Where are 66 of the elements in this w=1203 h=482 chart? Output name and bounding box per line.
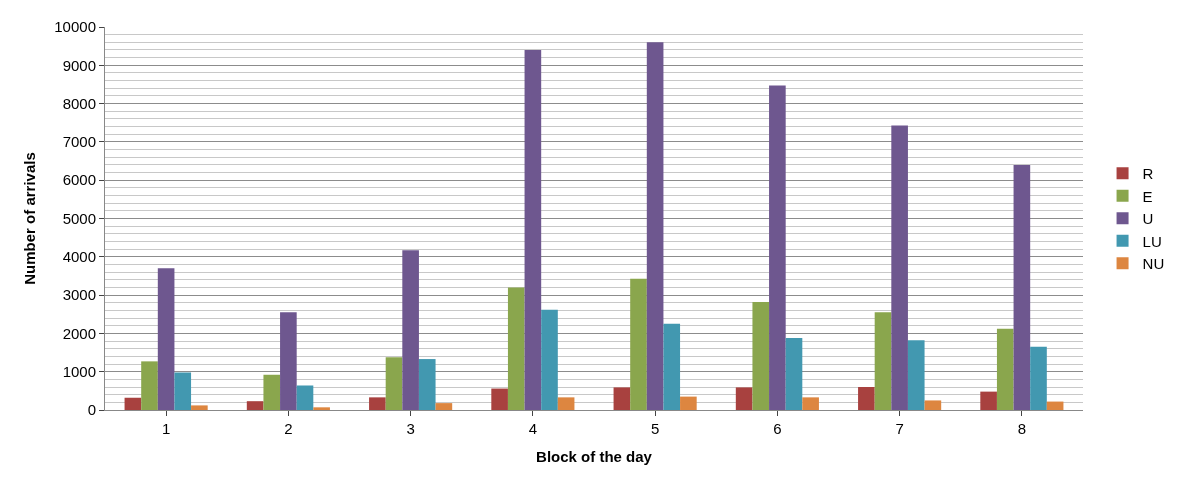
y-tick-label: 9000 <box>62 56 96 74</box>
bar <box>891 125 908 410</box>
bar <box>630 278 647 410</box>
x-tick-label: 2 <box>284 420 293 437</box>
bar <box>157 268 175 410</box>
bar <box>996 328 1014 410</box>
bar <box>124 397 142 410</box>
bar <box>174 372 192 410</box>
legend-label: NU <box>1142 255 1165 273</box>
legend-label: R <box>1142 165 1154 183</box>
bar <box>752 301 770 410</box>
bar <box>280 312 297 410</box>
bar <box>296 385 314 410</box>
bar <box>491 388 508 410</box>
bar <box>1046 401 1064 410</box>
bar <box>246 401 264 410</box>
bar <box>874 312 892 410</box>
bar <box>191 405 208 410</box>
bar <box>785 338 803 410</box>
y-tick-label: 5000 <box>62 209 96 227</box>
bar <box>263 374 281 410</box>
bar <box>369 397 386 410</box>
y-axis-title: Number of arrivals <box>20 152 38 285</box>
bar <box>663 323 681 410</box>
bar <box>141 361 158 410</box>
y-tick-label: 1000 <box>62 362 96 380</box>
x-tick-label: 6 <box>773 420 782 437</box>
bar <box>557 397 575 410</box>
bar <box>769 85 786 410</box>
x-tick-label: 3 <box>406 420 415 437</box>
x-tick-label: 1 <box>161 420 171 437</box>
bar <box>1013 164 1031 410</box>
bar <box>418 359 436 410</box>
bar <box>980 391 997 410</box>
legend-label: LU <box>1142 232 1162 250</box>
bar <box>735 387 753 410</box>
y-tick-label: 8000 <box>62 94 96 112</box>
bar <box>313 407 330 410</box>
bar <box>802 397 819 410</box>
bar <box>402 250 419 410</box>
bar <box>680 396 697 410</box>
x-tick-label: 4 <box>528 420 538 437</box>
y-tick-label: 3000 <box>62 286 96 304</box>
bar <box>385 357 403 410</box>
legend-label: E <box>1142 187 1153 205</box>
bar <box>613 387 631 410</box>
y-tick-label: 6000 <box>62 171 96 189</box>
x-axis-title: Block of the day <box>536 448 653 465</box>
legend-label: U <box>1142 210 1154 228</box>
bar <box>541 309 558 410</box>
bar <box>1030 346 1047 410</box>
y-tick-label: 10000 <box>54 18 96 36</box>
bar <box>507 287 525 410</box>
bar <box>858 387 875 410</box>
bar <box>646 42 664 410</box>
y-tick-label: 7000 <box>62 133 96 151</box>
x-tick-label: 5 <box>650 420 660 437</box>
y-tick-label: 0 <box>87 401 96 419</box>
y-tick-label: 2000 <box>62 324 96 342</box>
bar <box>524 49 542 410</box>
x-tick-label: 7 <box>895 420 904 437</box>
x-tick-label: 8 <box>1017 420 1027 437</box>
bar <box>924 400 942 410</box>
bar <box>907 340 925 410</box>
y-tick-label: 4000 <box>62 248 96 266</box>
bar <box>435 403 453 410</box>
